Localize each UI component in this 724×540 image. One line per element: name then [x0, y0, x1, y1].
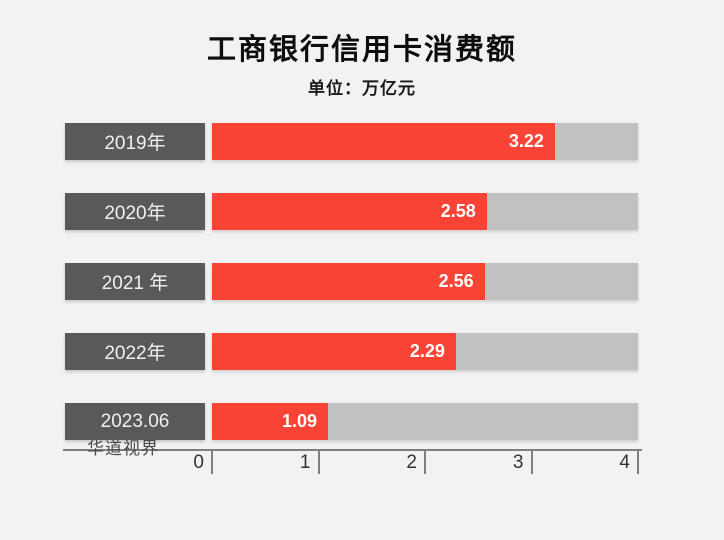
category-label: 2023.06 [100, 410, 170, 432]
category-label: 2020年 [104, 203, 166, 224]
bar-rows: 2019年 3.22 2020年 2.58 2021 年 [0, 123, 724, 473]
bar-row: 2022年 2.29 [0, 333, 724, 370]
x-tick-mark [424, 449, 426, 474]
x-tick-label: 3 [512, 452, 524, 473]
x-tick-mark [317, 449, 320, 474]
category-label-box: 2023.06 [65, 403, 205, 440]
bar-value-label: 2.56 [438, 271, 474, 291]
bar-row: 2023.06 1.09 [0, 403, 724, 440]
bar-track: 2.29 [212, 333, 638, 370]
bar-track: 3.22 [212, 123, 638, 160]
bar-fill: 2.58 [212, 193, 487, 230]
x-axis-line [63, 449, 642, 451]
x-tick-mark [530, 449, 533, 474]
bar-value-label: 2.58 [440, 201, 476, 221]
x-tick-label: 0 [193, 452, 204, 473]
bar-fill: 2.29 [212, 333, 456, 370]
bar-row: 2021 年 2.56 [0, 263, 724, 300]
bar-track: 2.58 [212, 193, 638, 230]
x-tick-label: 1 [299, 452, 311, 473]
bar-row: 2019年 3.22 [0, 123, 724, 160]
watermark: 华道视界 [87, 439, 159, 458]
category-label: 2019年 [104, 133, 166, 154]
bar-fill: 1.09 [212, 403, 329, 440]
x-tick-mark [211, 449, 213, 474]
bar-fill: 3.22 [212, 123, 555, 160]
category-label-box: 2020年 [65, 193, 205, 230]
x-tick-mark [637, 449, 639, 474]
bar-track: 1.09 [212, 403, 638, 440]
category-label: 2022年 [104, 343, 166, 364]
bar-value-label: 1.09 [282, 411, 318, 431]
bar-value-label: 3.22 [508, 131, 544, 151]
chart-title: 工商银行信用卡消费额 [206, 34, 517, 66]
bar-track: 2.56 [212, 263, 638, 300]
bar-fill: 2.56 [212, 263, 485, 300]
category-label-box: 2019年 [65, 123, 205, 160]
bar-row: 2020年 2.58 [0, 193, 724, 230]
category-label-box: 2022年 [65, 333, 205, 370]
x-axis: 0 1 2 3 4 [193, 449, 639, 475]
x-tick-label: 2 [406, 452, 417, 473]
chart-unit-note: 单位：万亿元 [308, 79, 416, 98]
category-label: 2021 年 [101, 273, 169, 294]
bar-value-label: 2.29 [409, 341, 445, 361]
category-label-box: 2021 年 [65, 263, 205, 300]
x-tick-label: 4 [619, 452, 630, 473]
